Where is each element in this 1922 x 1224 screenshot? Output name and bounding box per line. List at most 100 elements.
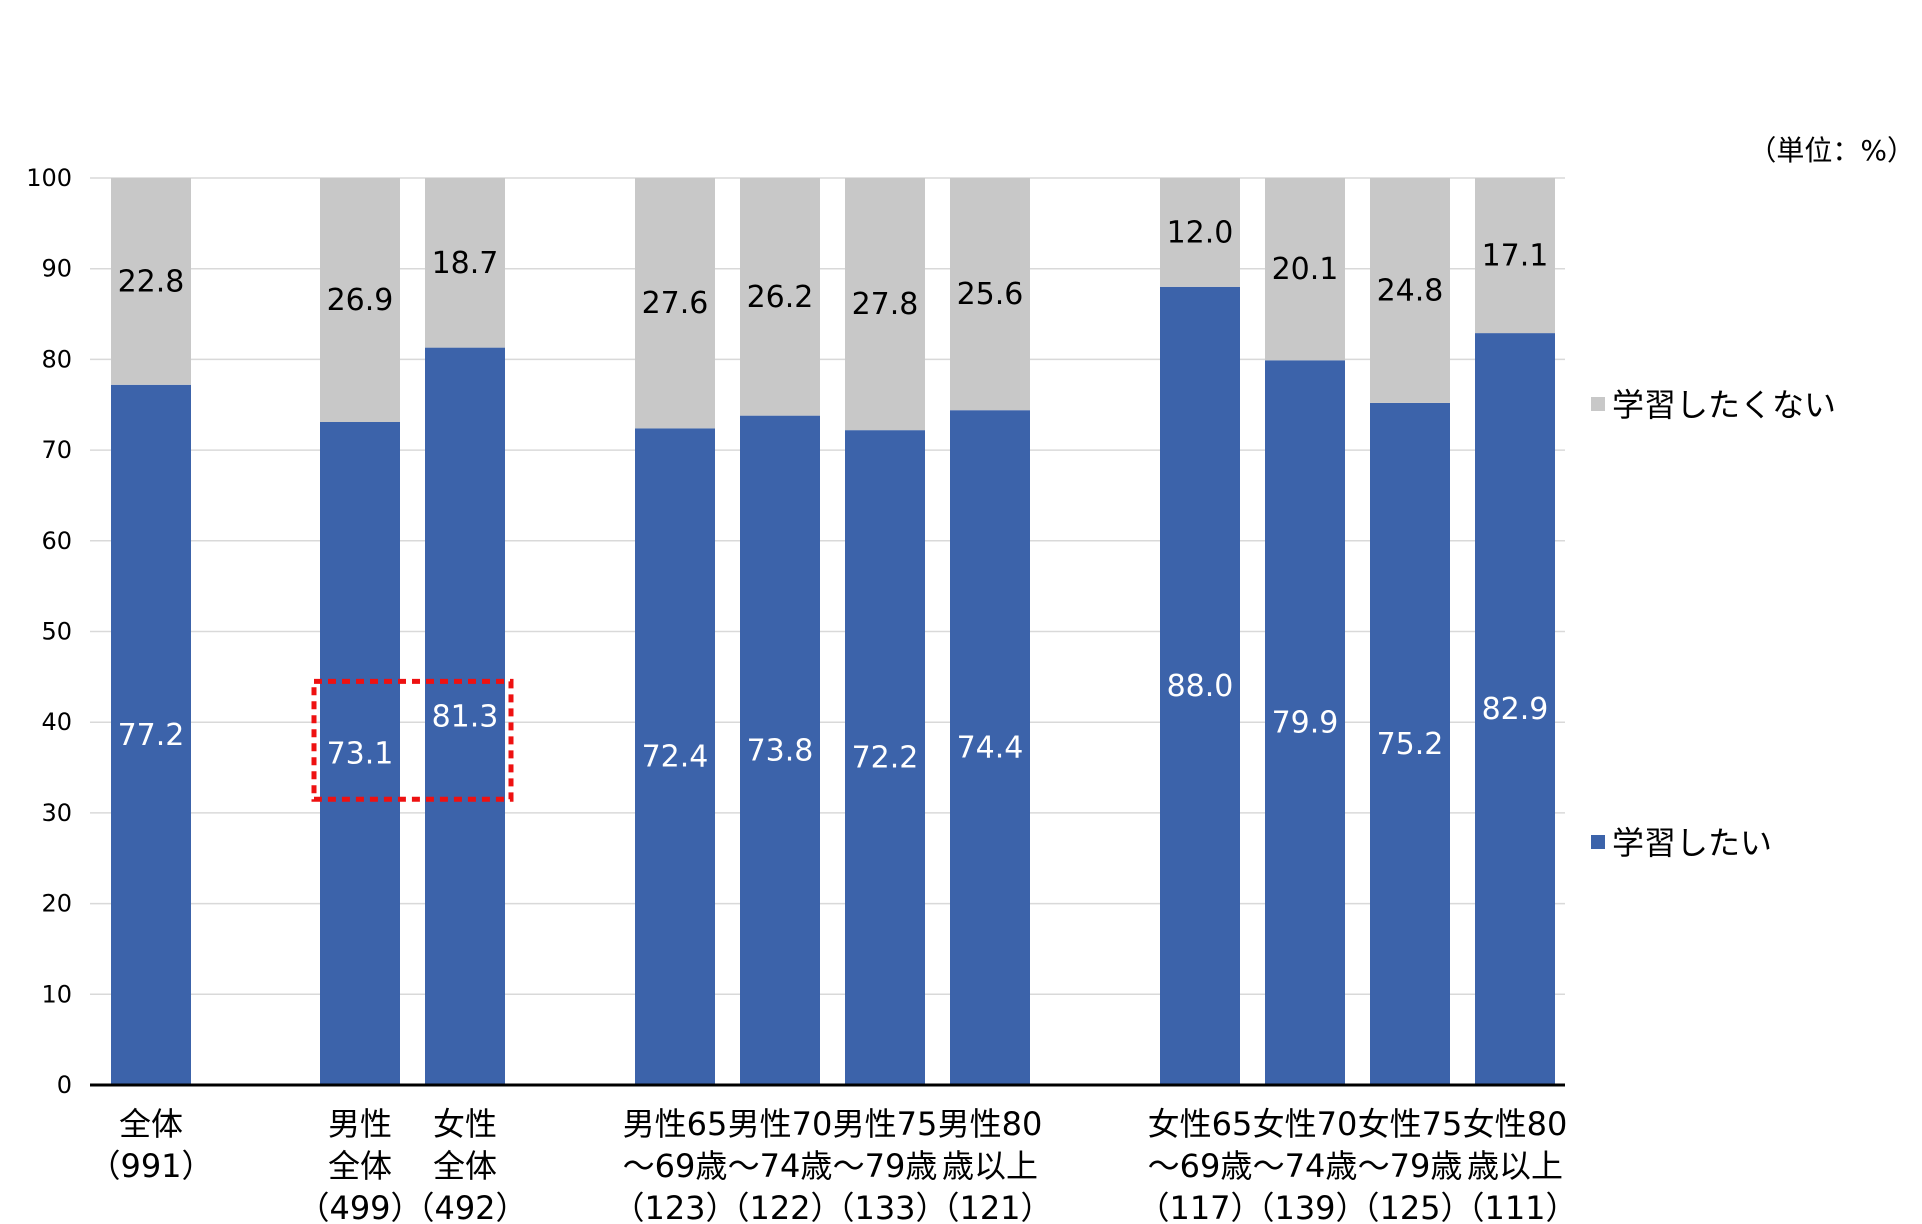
category-label-line: ～79歳	[833, 1147, 938, 1185]
bar-learn	[950, 410, 1030, 1085]
value-label-no-learn: 26.2	[747, 280, 814, 315]
category-label-line: 女性	[433, 1105, 497, 1143]
y-tick-label: 50	[41, 618, 72, 646]
category-label-line: （121）	[927, 1189, 1052, 1224]
value-label-learn: 73.1	[327, 736, 394, 771]
value-label-learn: 73.8	[747, 733, 814, 768]
value-label-no-learn: 22.8	[118, 264, 185, 299]
category-label: 女性65 ～69歳 （117）	[1137, 1105, 1262, 1224]
y-axis-ticks: 0 10 20 30 40 50 60 70 80 90 100	[26, 164, 72, 1099]
bar-no-learn	[845, 178, 925, 431]
legend-swatch	[1591, 397, 1605, 411]
category-label-line: （139）	[1242, 1189, 1367, 1224]
category-label-line: 男性75	[833, 1105, 938, 1143]
category-label-line: 歳以上	[942, 1147, 1038, 1185]
category-label-line: （991）	[88, 1147, 213, 1185]
category-label: 女性70 ～74歳 （139）	[1242, 1105, 1367, 1224]
value-label-learn: 75.2	[1377, 727, 1444, 762]
category-label-line: （123）	[612, 1189, 737, 1224]
bar-learn	[635, 428, 715, 1085]
category-label-line: 男性80	[938, 1105, 1043, 1143]
y-tick-label: 10	[41, 980, 72, 1008]
bar-no-learn	[635, 178, 715, 429]
category-label: 女性80 歳以上 （111）	[1452, 1105, 1577, 1224]
value-label-no-learn: 12.0	[1167, 215, 1234, 250]
category-labels: 全体（991）男性全体（499）女性全体（492）男性65 ～69歳（123）男性…	[88, 1105, 1577, 1224]
bars	[111, 178, 1555, 1086]
y-tick-label: 80	[41, 345, 72, 373]
bar-no-learn	[425, 178, 505, 348]
value-label-learn: 81.3	[432, 699, 499, 734]
legend-label: 学習したい	[1612, 824, 1772, 862]
value-label-learn: 88.0	[1167, 669, 1234, 704]
y-tick-label: 0	[57, 1071, 72, 1099]
category-label-line: 男性65	[623, 1105, 728, 1143]
y-tick-label: 60	[41, 527, 72, 555]
category-label-line: （125）	[1347, 1189, 1472, 1224]
value-label-no-learn: 20.1	[1272, 252, 1339, 287]
value-label-learn: 74.4	[957, 731, 1024, 766]
category-label-line: （122）	[717, 1189, 842, 1224]
category-label-line: 女性65	[1148, 1105, 1253, 1143]
data-labels: 77.2 22.8 73.1 26.9 81.3 18.7 72.4 27.6 73.8 26.2…	[118, 215, 1549, 775]
bar-learn	[1370, 402, 1450, 1085]
category-label-line: 女性80	[1463, 1105, 1568, 1143]
category-label: 女性全体 （492）	[402, 1105, 527, 1224]
category-label-line: ～74歳	[728, 1147, 833, 1185]
category-label-line: （111）	[1452, 1189, 1577, 1224]
bar-no-learn	[740, 178, 820, 416]
category-label-line: 全体	[119, 1105, 183, 1143]
y-tick-label: 70	[41, 436, 72, 464]
category-label-line: 全体	[433, 1147, 497, 1185]
bar-no-learn	[320, 178, 400, 422]
y-tick-label: 90	[41, 255, 72, 283]
value-label-no-learn: 24.8	[1377, 273, 1444, 308]
y-tick-label: 30	[41, 799, 72, 827]
value-label-learn: 72.4	[642, 740, 709, 775]
bar-no-learn	[111, 178, 191, 385]
category-label-line: （117）	[1137, 1189, 1262, 1224]
category-label-line: ～69歳	[623, 1147, 728, 1185]
value-label-no-learn: 18.7	[432, 246, 499, 281]
bar-no-learn	[950, 178, 1030, 411]
value-label-learn: 77.2	[118, 718, 185, 753]
y-tick-label: 20	[41, 890, 72, 918]
value-label-no-learn: 25.6	[957, 277, 1024, 312]
category-label-line: 男性70	[728, 1105, 833, 1143]
value-label-no-learn: 27.6	[642, 286, 709, 321]
bar-learn	[320, 421, 400, 1085]
bar-learn	[425, 347, 505, 1085]
category-label-line: 女性75	[1358, 1105, 1463, 1143]
category-label-line: 女性70	[1253, 1105, 1358, 1143]
value-label-learn: 82.9	[1482, 692, 1549, 727]
category-label-line: （499）	[297, 1189, 422, 1224]
category-label-line: （492）	[402, 1189, 527, 1224]
category-label: 男性65 ～69歳 （123）	[612, 1105, 737, 1224]
category-label: 男性75 ～79歳 （133）	[822, 1105, 947, 1224]
annotations	[311, 678, 514, 802]
y-tick-label: 100	[26, 164, 72, 192]
value-label-no-learn: 17.1	[1482, 239, 1549, 274]
bar-learn	[1160, 286, 1240, 1086]
value-label-no-learn: 26.9	[327, 283, 394, 318]
category-label-line: 全体	[328, 1147, 392, 1185]
legend-swatch	[1591, 835, 1605, 849]
bar-learn	[1265, 360, 1345, 1085]
value-label-learn: 79.9	[1272, 706, 1339, 741]
bar-no-learn	[1265, 178, 1345, 361]
value-label-no-learn: 27.8	[852, 287, 919, 322]
category-label-line: （133）	[822, 1189, 947, 1224]
category-label-line: ～79歳	[1358, 1147, 1463, 1185]
bar-learn	[740, 415, 820, 1085]
category-label-line: 男性	[328, 1105, 392, 1143]
legend-label: 学習したくない	[1612, 386, 1836, 424]
category-label: 全体 （991）	[88, 1105, 213, 1185]
category-label-line: 歳以上	[1467, 1147, 1563, 1185]
category-label: 男性80 歳以上 （121）	[927, 1105, 1052, 1224]
bar-no-learn	[1475, 178, 1555, 334]
category-label: 女性75 ～79歳 （125）	[1347, 1105, 1472, 1224]
bar-learn	[111, 384, 191, 1085]
category-label-line: ～74歳	[1253, 1147, 1358, 1185]
